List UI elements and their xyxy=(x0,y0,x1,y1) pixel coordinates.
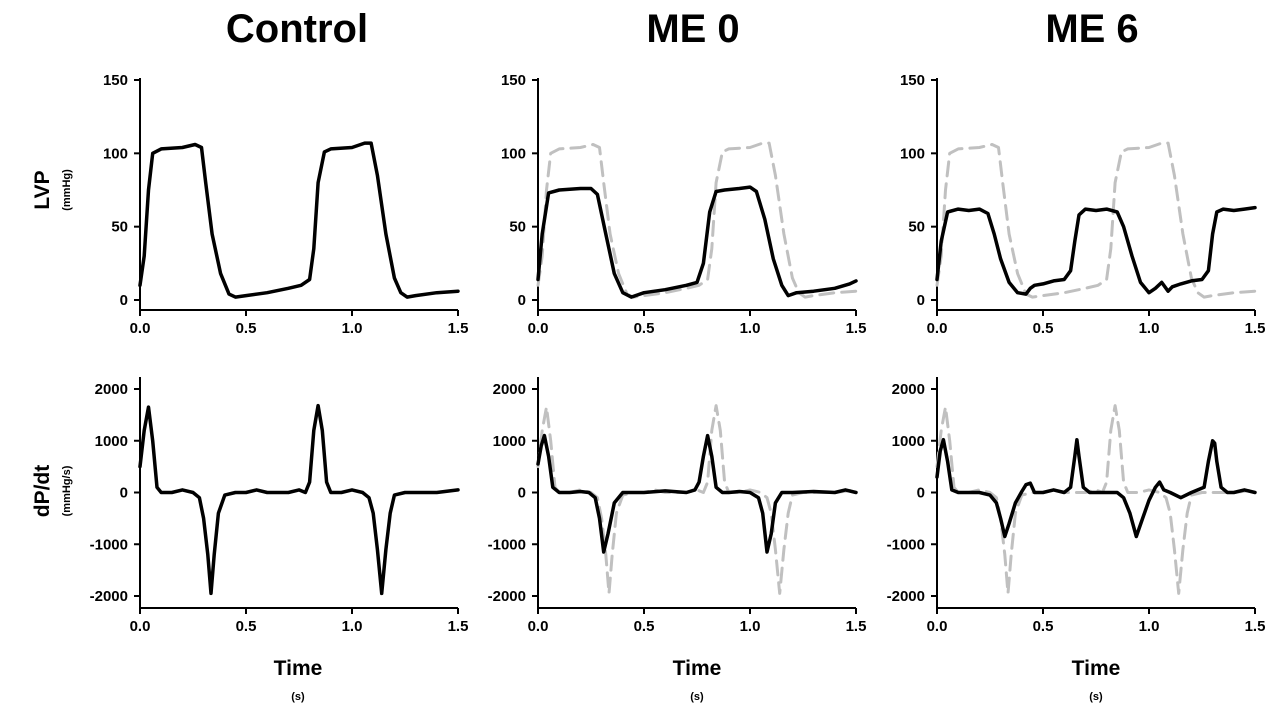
row-title-dpdt: dP/dt xyxy=(31,465,54,518)
y-tick-label-control-dpdt: -2000 xyxy=(90,588,128,605)
x-unit-control: (s) xyxy=(291,691,305,703)
y-tick-label-me0-dpdt: -2000 xyxy=(488,588,526,605)
panel-me0-dpdt: 0.0 0.5 1.0 1.5 -2000 -1000 0 1000 2000 xyxy=(488,377,867,635)
x-title-me6: Time xyxy=(1072,657,1121,680)
y-tick-label-me6-lvp: 0 xyxy=(917,292,925,309)
x-title-me0: Time xyxy=(673,657,722,680)
column-title-control: Control xyxy=(226,7,368,51)
y-tick-label-me0-lvp: 100 xyxy=(501,145,526,162)
y-tick-label-control-lvp: 0 xyxy=(120,292,128,309)
main-trace-me0-lvp xyxy=(536,185,858,299)
panel-me6-dpdt: 0.0 0.5 1.0 1.5 -2000 -1000 0 1000 2000 xyxy=(887,377,1266,635)
x-tick-label-control-dpdt: 1.5 xyxy=(448,618,469,635)
y-tick-label-control-lvp: 150 xyxy=(103,72,128,89)
y-tick-label-control-dpdt: 1000 xyxy=(95,433,128,450)
y-tick-label-control-dpdt: 0 xyxy=(120,485,128,502)
y-tick-label-me6-lvp: 50 xyxy=(908,219,925,236)
y-tick-label-control-lvp: 100 xyxy=(103,145,128,162)
row-unit-lvp: (mmHg) xyxy=(61,169,73,211)
panel-control-dpdt: 0.0 0.5 1.0 1.5 -2000 -1000 0 1000 2000 xyxy=(90,377,469,635)
y-tick-label-me0-lvp: 0 xyxy=(518,292,526,309)
x-tick-label-me6-lvp: 1.5 xyxy=(1245,320,1266,337)
x-tick-label-me0-dpdt: 1.0 xyxy=(740,618,761,635)
y-tick-label-me0-dpdt: 0 xyxy=(518,485,526,502)
x-tick-label-me0-lvp: 1.5 xyxy=(846,320,867,337)
x-tick-label-me6-dpdt: 0.5 xyxy=(1033,618,1054,635)
x-title-control: Time xyxy=(274,657,323,680)
y-tick-label-me0-lvp: 150 xyxy=(501,72,526,89)
x-tick-label-control-lvp: 0.0 xyxy=(130,320,151,337)
x-tick-label-me6-lvp: 0.0 xyxy=(927,320,948,337)
y-tick-label-me6-dpdt: 1000 xyxy=(892,433,925,450)
main-trace-me6-lvp xyxy=(935,205,1257,296)
x-tick-label-me6-dpdt: 1.0 xyxy=(1139,618,1160,635)
x-tick-label-me0-dpdt: 0.5 xyxy=(634,618,655,635)
x-tick-label-me0-dpdt: 1.5 xyxy=(846,618,867,635)
x-tick-label-me0-lvp: 1.0 xyxy=(740,320,761,337)
row-unit-dpdt: (mmHg/s) xyxy=(61,465,73,516)
y-tick-label-me6-lvp: 100 xyxy=(900,145,925,162)
y-tick-label-me0-dpdt: -1000 xyxy=(488,536,526,553)
y-tick-label-me0-lvp: 50 xyxy=(509,219,526,236)
x-tick-label-me0-dpdt: 0.0 xyxy=(528,618,549,635)
column-title-me0: ME 0 xyxy=(646,7,739,51)
x-unit-me6: (s) xyxy=(1089,691,1103,703)
x-unit-me0: (s) xyxy=(690,691,704,703)
column-title-me6: ME 6 xyxy=(1045,7,1138,51)
y-tick-label-me0-dpdt: 1000 xyxy=(493,433,526,450)
x-tick-label-me0-lvp: 0.5 xyxy=(634,320,655,337)
x-tick-label-control-lvp: 1.0 xyxy=(342,320,363,337)
y-tick-label-control-dpdt: -1000 xyxy=(90,536,128,553)
x-tick-label-control-dpdt: 1.0 xyxy=(342,618,363,635)
reference-trace-me0-lvp xyxy=(536,141,858,299)
x-tick-label-me6-dpdt: 0.0 xyxy=(927,618,948,635)
main-trace-control-dpdt xyxy=(138,403,460,596)
panel-me0-lvp: 0.0 0.5 1.0 1.5 0 50 100 150 xyxy=(501,72,866,337)
panel-control-lvp: 0.0 0.5 1.0 1.5 0 50 100 150 xyxy=(103,72,468,337)
panel-me6-lvp: 0.0 0.5 1.0 1.5 0 50 100 150 xyxy=(900,72,1265,337)
y-tick-label-me6-dpdt: -2000 xyxy=(887,588,925,605)
reference-trace-me6-lvp xyxy=(935,141,1257,299)
main-trace-control-lvp xyxy=(138,141,460,299)
y-tick-label-me6-dpdt: -1000 xyxy=(887,536,925,553)
x-tick-label-control-dpdt: 0.5 xyxy=(236,618,257,635)
x-tick-label-me6-lvp: 0.5 xyxy=(1033,320,1054,337)
main-trace-me6-dpdt xyxy=(935,437,1257,539)
x-tick-label-control-dpdt: 0.0 xyxy=(130,618,151,635)
x-tick-label-me0-lvp: 0.0 xyxy=(528,320,549,337)
reference-trace-me0-dpdt xyxy=(536,404,858,595)
y-tick-label-me6-dpdt: 2000 xyxy=(892,381,925,398)
reference-trace-me6-dpdt xyxy=(935,404,1257,595)
x-tick-label-control-lvp: 0.5 xyxy=(236,320,257,337)
y-tick-label-control-lvp: 50 xyxy=(111,219,128,236)
y-tick-label-me0-dpdt: 2000 xyxy=(493,381,526,398)
y-tick-label-me6-dpdt: 0 xyxy=(917,485,925,502)
x-tick-label-control-lvp: 1.5 xyxy=(448,320,469,337)
y-tick-label-me6-lvp: 150 xyxy=(900,72,925,89)
main-trace-me0-dpdt xyxy=(536,433,858,554)
y-tick-label-control-dpdt: 2000 xyxy=(95,381,128,398)
row-title-lvp: LVP xyxy=(31,170,54,209)
x-tick-label-me6-lvp: 1.0 xyxy=(1139,320,1160,337)
x-tick-label-me6-dpdt: 1.5 xyxy=(1245,618,1266,635)
